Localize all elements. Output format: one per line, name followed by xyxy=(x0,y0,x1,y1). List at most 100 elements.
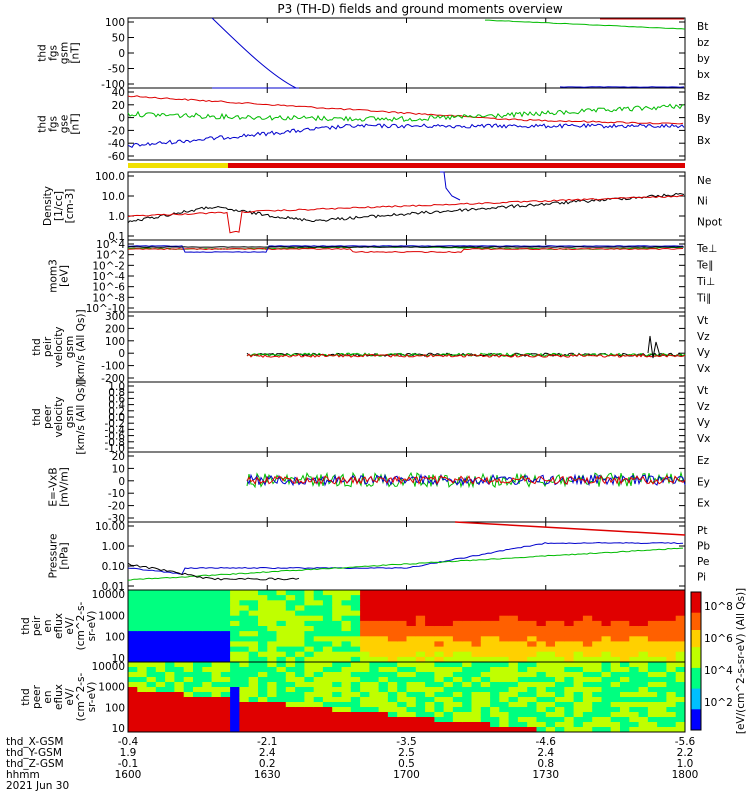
spectrogram-cell xyxy=(415,631,426,637)
y-label-line: mom3 xyxy=(48,259,60,293)
spectrogram-cell xyxy=(582,702,593,708)
panel-frame-4 xyxy=(127,239,686,313)
spectrogram-cell xyxy=(276,702,287,708)
panel-frame-7 xyxy=(127,451,686,523)
spectrogram-cell xyxy=(202,707,213,713)
spectrogram-cell xyxy=(313,626,324,632)
spectrogram-cell xyxy=(601,595,612,601)
spectrogram-cell xyxy=(471,610,482,617)
spectrogram-cell xyxy=(564,702,575,708)
spectrogram-cell xyxy=(517,717,528,723)
spectrogram-cell xyxy=(647,677,658,683)
y-label-line: [km/s (All Qs)] xyxy=(75,379,87,454)
spectrogram-cell xyxy=(276,595,287,601)
spectrogram-cell xyxy=(276,722,287,728)
spectrogram-cell xyxy=(471,600,482,606)
spectrogram-cell xyxy=(146,651,157,658)
spectrogram-cell xyxy=(350,677,361,683)
spectrogram-cell xyxy=(202,692,213,698)
legend-entry: Pt xyxy=(697,525,707,537)
spectrogram-cell xyxy=(174,605,185,611)
spectrogram-cell xyxy=(137,646,148,653)
spectrogram-cell xyxy=(220,600,231,606)
spectrogram-cell xyxy=(536,712,547,718)
spectrogram-cell xyxy=(610,662,621,668)
spectrogram-cell xyxy=(193,631,203,637)
spectrogram-cell xyxy=(629,692,640,698)
spectrogram-cell xyxy=(295,677,305,683)
spectrogram-cell xyxy=(285,656,296,663)
spectrogram-cell xyxy=(499,672,510,678)
spectrogram-cell xyxy=(555,712,565,718)
spectrogram-cell xyxy=(610,712,621,718)
y-axis-label: Pressure [nPa] xyxy=(48,534,71,579)
spectrogram-cell xyxy=(647,667,658,673)
spectrogram-cell xyxy=(155,595,166,601)
y-label-line: velocity xyxy=(53,326,65,367)
spectrogram-cell xyxy=(406,651,417,658)
colorbar-cell xyxy=(691,709,701,714)
spectrogram-cell xyxy=(527,687,537,693)
spectrogram-cell xyxy=(128,722,138,728)
colorbar-tick: 10^4 xyxy=(704,665,733,677)
spectrogram-cell xyxy=(610,702,621,708)
legend-entry: By xyxy=(697,113,710,125)
spectrogram-cell xyxy=(369,595,380,601)
spectrogram-cell xyxy=(675,717,686,723)
spectrogram-cell xyxy=(610,697,621,703)
spectrogram-cell xyxy=(434,656,445,663)
spectrogram-cell xyxy=(592,687,602,693)
spectrogram-cell xyxy=(248,682,259,688)
spectrogram-cell xyxy=(397,651,407,658)
spectrogram-cell xyxy=(499,631,510,637)
spectrogram-cell xyxy=(527,667,537,673)
spectrogram-cell xyxy=(425,697,435,703)
y-tick-label: -0.8 xyxy=(105,437,126,449)
spectrogram-cell xyxy=(629,662,640,668)
spectrogram-cell xyxy=(304,610,315,617)
spectrogram-cell xyxy=(638,662,649,668)
spectrogram-cell xyxy=(415,687,426,693)
spectrogram-cell xyxy=(415,727,426,733)
y-tick-label: 0 xyxy=(118,48,125,60)
y-tick-label: -60 xyxy=(108,151,125,163)
spectrogram-cell xyxy=(165,641,175,647)
spectrogram-cell xyxy=(360,641,370,647)
spectrogram-cell xyxy=(517,590,528,596)
spectrogram-cell xyxy=(425,620,435,627)
spectrogram-cell xyxy=(406,677,417,683)
spectrogram-cell xyxy=(620,620,630,627)
Vz-series xyxy=(246,353,686,358)
panel-frame-1 xyxy=(127,17,686,89)
spectrogram-cell xyxy=(415,662,426,668)
spectrogram-cell xyxy=(369,620,380,627)
spectrogram-cell xyxy=(499,641,510,647)
spectrogram-cell xyxy=(666,595,677,601)
spectrogram-cell xyxy=(480,727,491,733)
spectrogram-cell xyxy=(360,682,370,688)
spectrogram-cell xyxy=(211,717,222,723)
y-tick-label: 10 xyxy=(112,653,125,665)
spectrogram-cell xyxy=(202,682,213,688)
spectrogram-cell xyxy=(647,631,658,637)
spectrogram-cell xyxy=(462,662,472,668)
spectrogram-cell xyxy=(638,641,649,647)
spectrogram-cell xyxy=(369,631,380,637)
spectrogram-cell xyxy=(657,626,667,632)
spectrogram-cell xyxy=(220,667,231,673)
spectrogram-cell xyxy=(248,667,259,673)
spectrogram-cell xyxy=(165,697,175,703)
spectrogram-cell xyxy=(647,615,658,622)
spectrogram-cell xyxy=(378,636,389,642)
spectrogram-cell xyxy=(527,672,537,678)
spectrogram-cell xyxy=(517,656,528,663)
spectrogram-cell xyxy=(397,727,407,733)
spectrogram-cell xyxy=(536,631,547,637)
spectrogram-cell xyxy=(406,595,417,601)
spectrogram-cell xyxy=(369,646,380,653)
spectrogram-cell xyxy=(248,662,259,668)
spectrogram-cell xyxy=(601,646,612,653)
spectrogram-cell xyxy=(517,667,528,673)
spectrogram-cell xyxy=(527,651,537,658)
spectrogram-cell xyxy=(462,651,472,658)
